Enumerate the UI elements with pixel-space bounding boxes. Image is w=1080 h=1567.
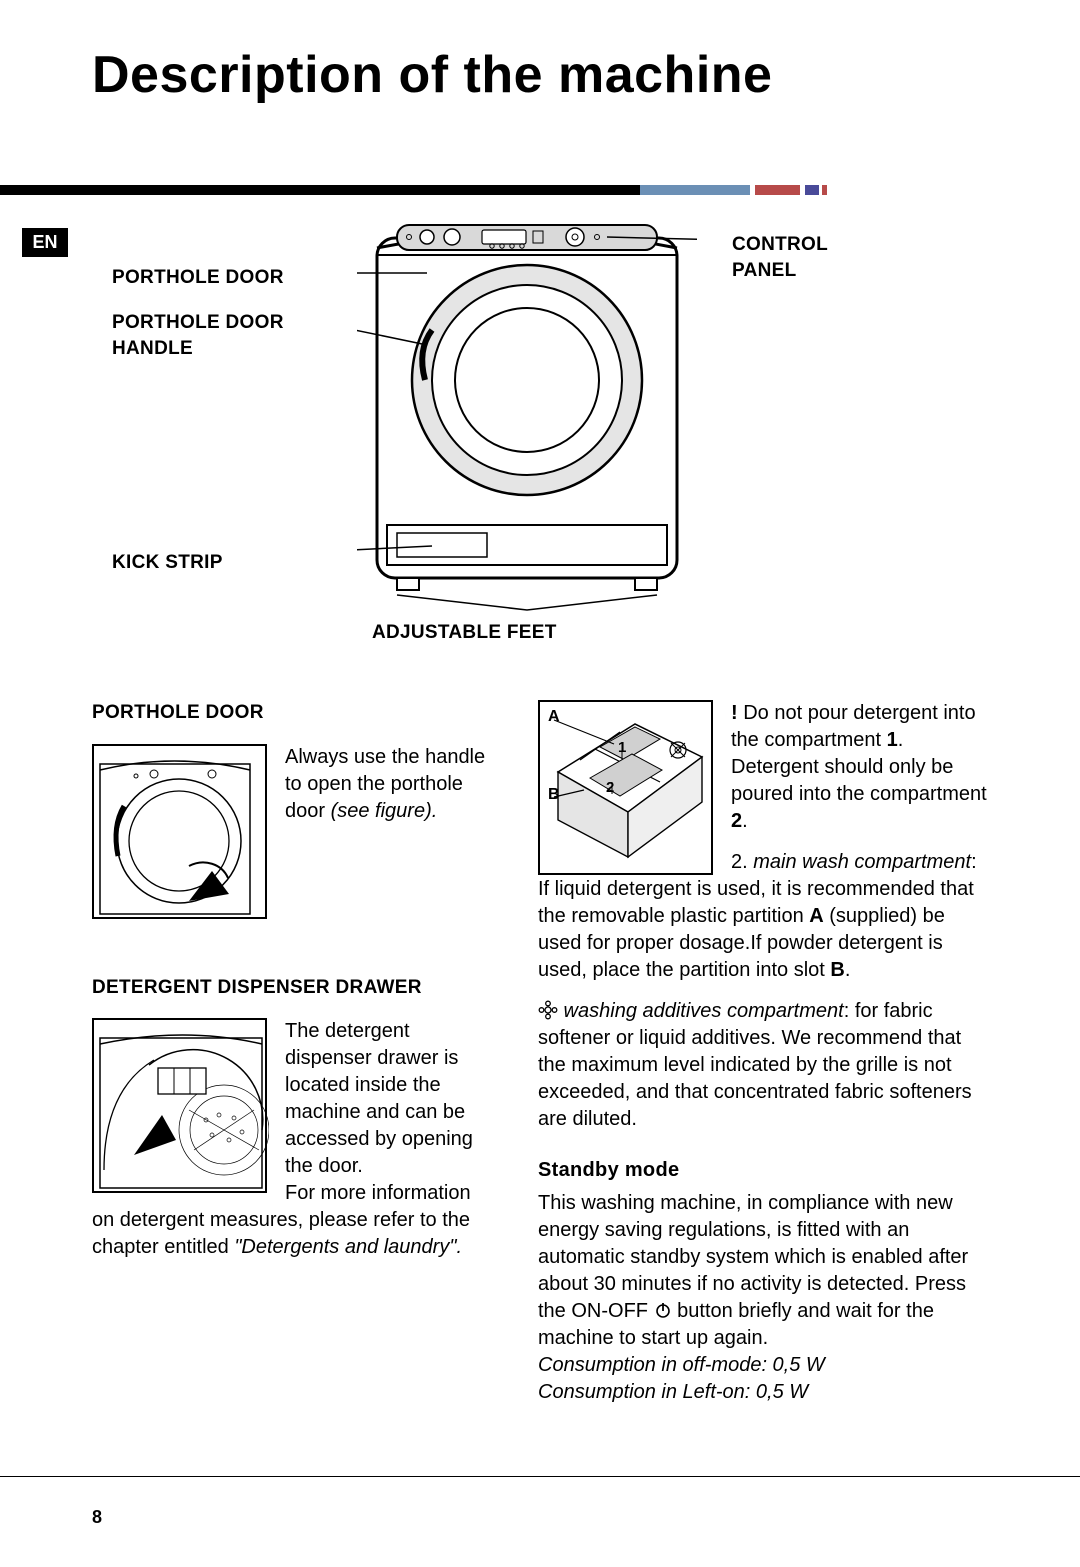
additives-text: washing additives compartment: for fabri…: [538, 998, 988, 1133]
text-span: Detergent should only be poured into the…: [731, 756, 987, 805]
decorative-stripe: [0, 177, 1080, 195]
machine-diagram: PORTHOLE DOOR PORTHOLE DOOR HANDLE KICK …: [92, 210, 988, 655]
callout-porthole-door: PORTHOLE DOOR: [112, 265, 284, 291]
stripe-segment: [640, 185, 750, 195]
warning-icon: [731, 702, 738, 724]
label-B: B: [548, 784, 560, 806]
text-span: The detergent dispenser drawer is locate…: [285, 1020, 473, 1177]
figure-compartments: A B 1 2: [538, 700, 713, 875]
callout-adjustable-feet: ADJUSTABLE FEET: [372, 620, 557, 646]
label-2: 2: [606, 778, 614, 798]
stripe-segment: [755, 185, 800, 195]
page-title: Description of the machine: [92, 40, 1080, 110]
callout-line: CONTROL: [732, 234, 828, 255]
text-italic: Consumption in Left-on: 0,5 W: [538, 1381, 808, 1403]
power-icon: [654, 1301, 672, 1319]
callout-line: PORTHOLE DOOR: [112, 312, 284, 333]
callout-kick-strip: KICK STRIP: [112, 550, 223, 576]
heading-standby: Standby mode: [538, 1157, 988, 1184]
footer-rule: [0, 1476, 1080, 1477]
stripe-segment: [805, 185, 819, 195]
callout-line: PANEL: [732, 260, 796, 281]
figure-detergent-drawer: [92, 1018, 267, 1193]
text-bold: A: [809, 905, 823, 927]
text-span: 2.: [731, 851, 748, 873]
right-column: A B 1 2 Do not pour detergent into the c…: [538, 700, 988, 1406]
text-italic: washing additives compartment: [558, 1000, 844, 1022]
text-span: Do not pour detergent into the compartme…: [731, 702, 976, 751]
washing-machine-illustration: [357, 210, 697, 620]
callout-control-panel: CONTROL PANEL: [732, 232, 828, 283]
heading-porthole-door: PORTHOLE DOOR: [92, 700, 492, 726]
text-italic: "Detergents and laundry".: [234, 1236, 462, 1258]
text-span: .: [898, 729, 904, 751]
left-column: PORTHOLE DOOR Always use th: [92, 700, 492, 1261]
callout-line: HANDLE: [112, 338, 193, 359]
text-span: .: [845, 959, 851, 981]
page-number: 8: [92, 1505, 102, 1529]
label-1: 1: [618, 738, 626, 758]
text-span: .: [742, 810, 748, 832]
callout-porthole-door-handle: PORTHOLE DOOR HANDLE: [112, 310, 284, 361]
label-A: A: [548, 706, 560, 728]
standby-text: This washing machine, in compliance with…: [538, 1190, 988, 1406]
content-area: PORTHOLE DOOR Always use th: [92, 700, 988, 1406]
flower-icon: [538, 1000, 558, 1020]
compartments-figure-svg: [540, 702, 715, 877]
porthole-door-figure-svg: [94, 746, 269, 921]
heading-detergent-drawer: DETERGENT DISPENSER DRAWER: [92, 975, 492, 1001]
figure-porthole-door: [92, 744, 267, 919]
text-italic: main wash compartment: [748, 851, 971, 873]
text-italic: Consumption in off-mode: 0,5 W: [538, 1354, 825, 1376]
text-bold: B: [830, 959, 844, 981]
stripe-black: [0, 185, 640, 195]
stripe-segment: [822, 185, 827, 195]
text-bold: 2: [731, 810, 742, 832]
detergent-drawer-figure-svg: [94, 1020, 269, 1195]
text-italic: (see figure).: [331, 800, 438, 822]
text-bold: 1: [887, 729, 898, 751]
language-badge: EN: [22, 228, 68, 257]
